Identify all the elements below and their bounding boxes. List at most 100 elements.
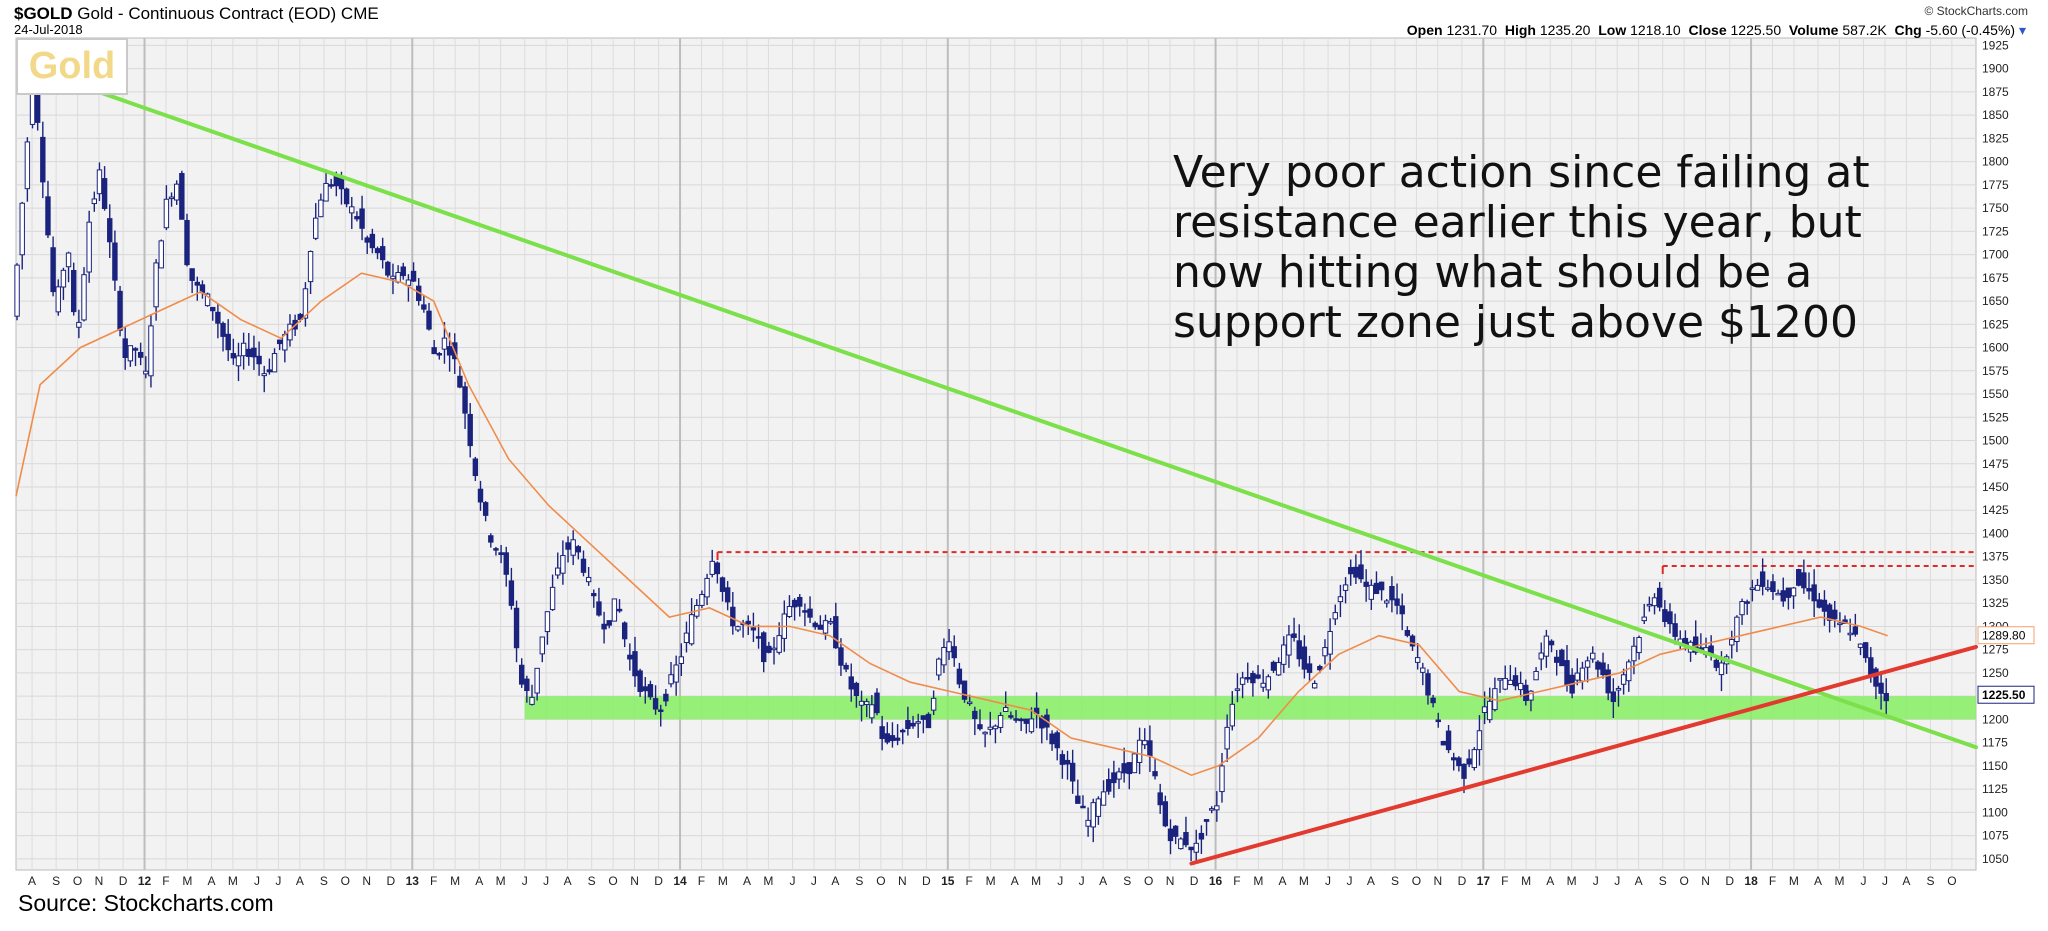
x-tick-label: O: [1412, 874, 1421, 888]
price-bar-body: [637, 670, 643, 692]
y-tick-label: 1800: [1982, 155, 2009, 169]
price-bar-body: [1291, 633, 1297, 638]
price-bar-body: [905, 720, 911, 729]
price-bar-body: [709, 560, 715, 575]
price-bar-body: [1770, 581, 1776, 592]
price-bar-body: [302, 288, 309, 319]
price-bar-body: [318, 199, 324, 218]
x-tick-label: J: [1593, 874, 1599, 888]
price-bar-body: [1847, 632, 1853, 636]
x-tick-label: S: [1926, 874, 1934, 888]
price-bar-body: [678, 656, 685, 664]
x-tick-label: M: [228, 874, 238, 888]
price-bar-body: [24, 141, 31, 190]
price-bar-body: [1178, 838, 1184, 850]
price-bar-body: [755, 636, 762, 639]
price-bar-body: [1245, 677, 1251, 680]
price-bar-body: [1172, 825, 1179, 837]
price-bar-body: [1744, 601, 1750, 604]
price-bar-body: [1512, 675, 1519, 687]
y-tick-label: 1725: [1982, 224, 2009, 238]
price-bar-body: [1430, 697, 1436, 704]
price-bar-body: [1126, 762, 1133, 775]
x-tick-label: A: [743, 874, 751, 888]
price-bar-body: [71, 269, 77, 313]
price-bar-body: [1420, 667, 1426, 673]
price-bar-body: [1203, 819, 1210, 822]
x-tick-label: A: [207, 874, 215, 888]
price-bar-body: [1198, 832, 1205, 840]
price-bar-body: [1378, 581, 1385, 591]
price-bar-body: [1718, 662, 1725, 676]
x-tick-label: J: [1346, 874, 1352, 888]
price-bar-body: [1348, 567, 1354, 575]
price-bar-body: [1085, 819, 1091, 827]
price-bar-body: [1739, 601, 1745, 616]
x-tick-label: J: [1882, 874, 1888, 888]
price-bar-body: [1502, 678, 1508, 690]
price-bar-body: [992, 725, 999, 730]
price-bar-body: [1801, 572, 1807, 589]
x-tick-label: J: [811, 874, 817, 888]
x-tick-label: A: [564, 874, 572, 888]
price-bar-body: [446, 346, 453, 356]
price-bar-body: [642, 686, 648, 692]
price-bar-body: [1595, 661, 1601, 670]
price-bar-body: [168, 196, 175, 200]
y-tick-label: 1675: [1982, 271, 2009, 285]
price-bar-body: [1528, 690, 1534, 701]
price-bar-body: [930, 697, 937, 711]
price-bar-body: [86, 221, 92, 273]
price-bar-body: [688, 614, 695, 645]
price-bar-body: [50, 247, 56, 293]
price-bar-body: [1754, 584, 1761, 591]
price-bar-body: [225, 333, 231, 351]
price-bar-body: [601, 623, 607, 630]
x-tick-label: D: [387, 874, 396, 888]
price-bar-body: [101, 178, 108, 209]
price-bar-body: [158, 240, 164, 269]
price-bar-body: [472, 458, 479, 477]
price-bar-body: [19, 202, 25, 256]
price-bar-body: [117, 290, 123, 331]
y-tick-label: 1925: [1982, 38, 2009, 52]
x-tick-label: M: [1567, 874, 1577, 888]
price-bar-body: [1451, 757, 1457, 761]
price-bar-body: [1435, 719, 1441, 723]
price-bar-body: [730, 606, 736, 627]
chg-label: Chg: [1894, 22, 1922, 38]
price-bar-body: [869, 704, 875, 719]
price-bar-body: [173, 183, 180, 201]
y-tick-label: 1200: [1982, 712, 2009, 726]
x-tick-label: 14: [673, 874, 687, 888]
price-bar-body: [1497, 678, 1503, 681]
price-bar-body: [714, 562, 721, 575]
price-bar-body: [791, 599, 798, 608]
price-bar-body: [621, 622, 628, 640]
price-bar-body: [1239, 677, 1246, 685]
x-tick-label: A: [1814, 874, 1822, 888]
price-bar-body: [271, 353, 278, 373]
price-bar-body: [1862, 642, 1869, 659]
price-bar-body: [1811, 584, 1817, 602]
price-bar-body: [1167, 828, 1174, 842]
price-bar-body: [1162, 801, 1169, 827]
price-bar-body: [179, 172, 185, 220]
price-bar-body: [1327, 630, 1333, 655]
price-bar-body: [879, 726, 885, 739]
price-bar-body: [307, 250, 314, 283]
dropdown-arrow-icon[interactable]: ▾: [2018, 22, 2026, 38]
y-tick-label: 1050: [1982, 852, 2009, 866]
price-bar-body: [1852, 626, 1859, 635]
price-bar-body: [189, 268, 195, 281]
price-bar-body: [390, 275, 396, 280]
x-tick-label: 18: [1744, 874, 1758, 888]
price-bar-body: [1095, 798, 1102, 817]
price-bar-body: [894, 737, 901, 741]
y-tick-label: 1550: [1982, 387, 2009, 401]
x-tick-label: D: [654, 874, 663, 888]
price-bar-body: [462, 386, 468, 414]
price-bar-body: [107, 218, 113, 243]
price-bar-body: [951, 646, 957, 659]
price-bar-body: [982, 731, 988, 735]
